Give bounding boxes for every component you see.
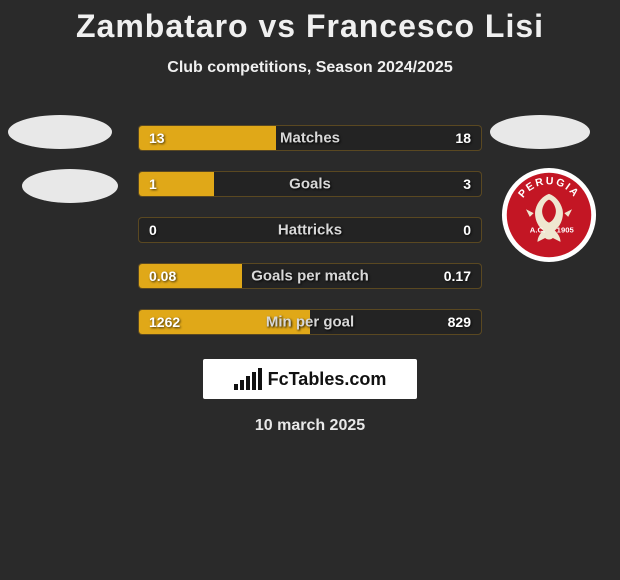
- footer-brand-text: FcTables.com: [268, 369, 387, 390]
- page-title: Zambataro vs Francesco Lisi: [0, 0, 620, 45]
- stat-label: Min per goal: [139, 314, 481, 331]
- stat-row: 0.080.17Goals per match: [138, 263, 482, 289]
- stat-label: Hattricks: [139, 222, 481, 239]
- page-subtitle: Club competitions, Season 2024/2025: [0, 59, 620, 77]
- footer-brand: FcTables.com: [203, 359, 417, 399]
- stat-row: 1262829Min per goal: [138, 309, 482, 335]
- stat-row: 13Goals: [138, 171, 482, 197]
- decor-ellipse-left-2: [22, 169, 118, 203]
- stat-row: 1318Matches: [138, 125, 482, 151]
- badge-text-ac: A.C.: [530, 225, 545, 234]
- stat-label: Matches: [139, 130, 481, 147]
- bar-chart-icon: [234, 368, 262, 390]
- comparison-bars: 1318Matches 13Goals 00Hattricks 0.080.17Goa…: [138, 125, 482, 355]
- stat-row: 00Hattricks: [138, 217, 482, 243]
- stat-label: Goals per match: [139, 268, 481, 285]
- badge-year: 1905: [557, 225, 575, 234]
- comparison-area: PERUGIA A.C. 1905 1318Matches 13Goals 00Ha…: [0, 105, 620, 345]
- decor-ellipse-right: [490, 115, 590, 149]
- decor-ellipse-left-1: [8, 115, 112, 149]
- page-date: 10 march 2025: [0, 417, 620, 435]
- team-badge-perugia: PERUGIA A.C. 1905: [500, 167, 598, 263]
- stat-label: Goals: [139, 176, 481, 193]
